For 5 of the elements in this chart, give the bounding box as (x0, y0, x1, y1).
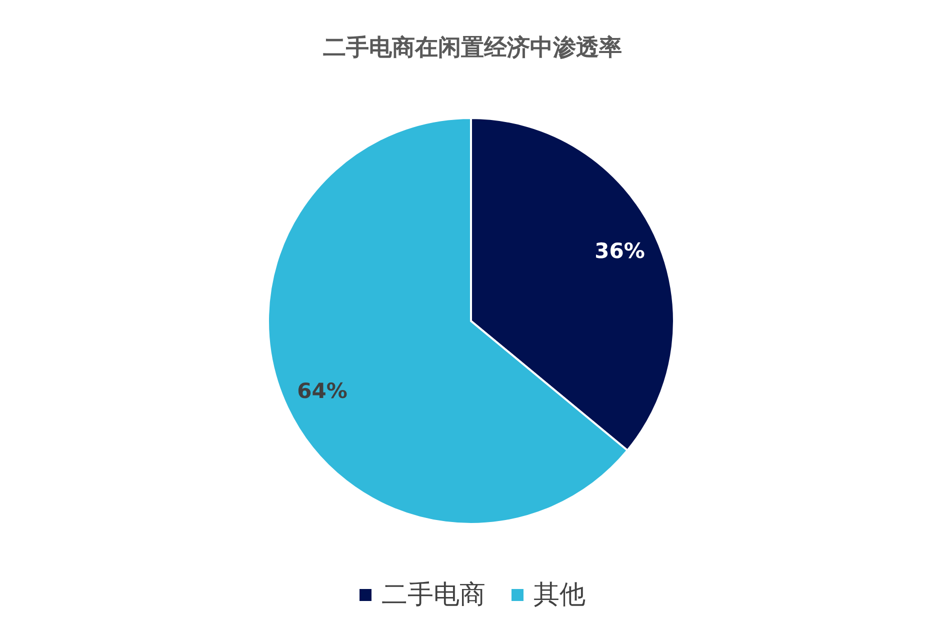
chart-title: 二手电商在闲置经济中渗透率 (323, 34, 622, 61)
legend-label: 二手电商 (382, 580, 486, 610)
data-label: 36% (594, 238, 645, 263)
data-label: 64% (297, 379, 348, 404)
legend-label: 其他 (534, 580, 586, 610)
